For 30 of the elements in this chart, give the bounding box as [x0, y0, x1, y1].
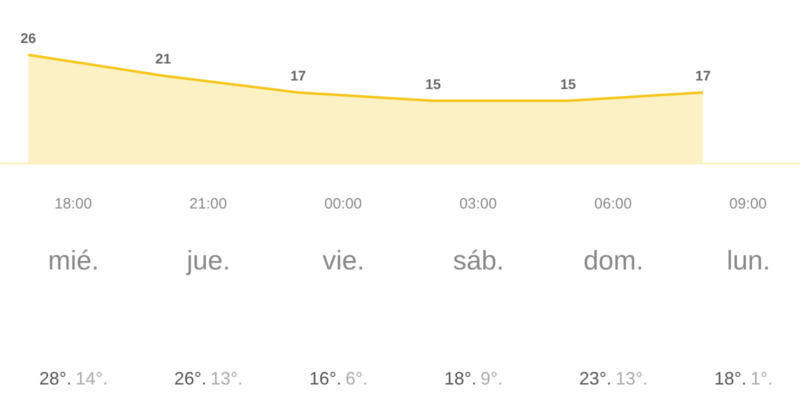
data-label: 17	[290, 67, 306, 84]
text: 26°.	[174, 368, 207, 388]
text: 13°.	[616, 368, 648, 388]
data-label: 15	[425, 76, 442, 92]
text: 18°.	[444, 368, 477, 388]
text: vie.	[322, 246, 365, 276]
text: 9°.	[480, 368, 503, 388]
text: 6°.	[346, 368, 368, 388]
data-label: 17	[695, 67, 712, 84]
text: sáb.	[452, 246, 504, 276]
text: 13°.	[210, 368, 243, 388]
text: jue.	[186, 246, 230, 276]
text: 1°.	[750, 368, 773, 388]
x-tick-label: 21:00	[189, 196, 227, 212]
data-label: 21	[155, 50, 172, 67]
x-tick-label: 06:00	[594, 196, 632, 212]
data-label: 26	[20, 30, 36, 46]
text: lun.	[726, 246, 770, 276]
x-tick-label: 03:00	[459, 196, 497, 212]
x-tick-label: 09:00	[729, 196, 767, 212]
text: 14°.	[76, 368, 108, 388]
text: 18°.	[714, 368, 747, 388]
data-label: 15	[560, 76, 576, 92]
text: 23°.	[579, 368, 612, 388]
text: 16°.	[309, 368, 342, 388]
x-tick-label: 18:00	[54, 196, 92, 212]
text: dom.	[583, 246, 644, 276]
text: 28°.	[39, 368, 72, 388]
text: mié.	[48, 246, 100, 276]
x-tick-label: 00:00	[324, 196, 362, 212]
